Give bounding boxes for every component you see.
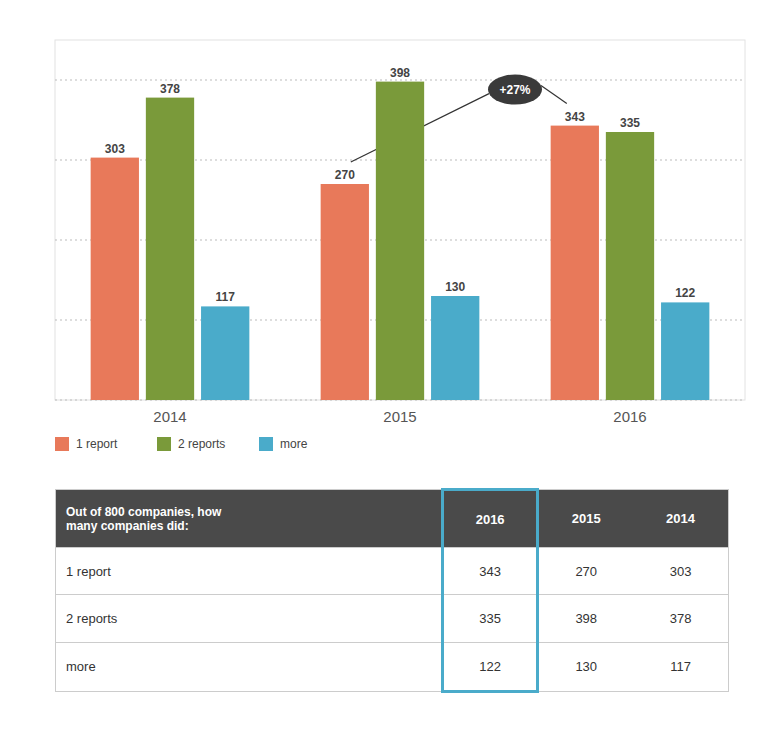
bar (606, 132, 654, 400)
row-label: 2 reports (56, 595, 443, 642)
table-cell: 378 (633, 595, 728, 642)
bar (146, 98, 194, 400)
grid-line (55, 80, 745, 81)
table-row: more122130117 (56, 642, 729, 691)
bars (91, 82, 710, 400)
data-label: 270 (335, 168, 355, 182)
data-label: 117 (216, 290, 236, 304)
data-label: 130 (445, 280, 465, 294)
annotation-bubble (488, 75, 542, 105)
x-tick-label: 2016 (613, 408, 646, 425)
legend-swatch (259, 437, 273, 451)
bar (551, 126, 599, 400)
table-cell: 343 (442, 548, 537, 595)
table-cell: 335 (442, 595, 537, 642)
x-tick-label: 2014 (153, 408, 186, 425)
bar (431, 296, 479, 400)
data-label: 398 (390, 66, 410, 80)
legend-entry: more (280, 437, 308, 451)
bar (201, 306, 249, 400)
annotation: +27% (499, 83, 530, 97)
column-header: 2016 (442, 490, 537, 548)
plot-frame (55, 40, 745, 400)
column-header: 2014 (633, 490, 728, 548)
row-label: 1 report (56, 548, 443, 595)
data-label: 335 (620, 116, 640, 130)
table-cell: 130 (538, 642, 633, 691)
table-head: Out of 800 companies, how many companies… (56, 490, 729, 548)
table-row: 1 report343270303 (56, 548, 729, 595)
table-cell: 303 (633, 548, 728, 595)
row-label: more (56, 642, 443, 691)
header-row: Out of 800 companies, how many companies… (56, 490, 729, 548)
legend: 1 report 2 reports more (55, 437, 308, 451)
bar (91, 158, 139, 400)
column-header: 2015 (538, 490, 633, 548)
data-label: 378 (160, 82, 180, 96)
bar (376, 82, 424, 400)
table-row: 2 reports335398378 (56, 595, 729, 642)
table-cell: 122 (442, 642, 537, 691)
table-title: Out of 800 companies, how many companies… (56, 490, 443, 548)
annotation-line (541, 86, 567, 104)
table: Out of 800 companies, how many companies… (55, 488, 729, 693)
x-tick-label: 2015 (383, 408, 416, 425)
data-label: 303 (105, 142, 125, 156)
data-label: 343 (565, 110, 585, 124)
table-cell: 398 (538, 595, 633, 642)
data-label: 122 (675, 286, 695, 300)
legend-swatch (55, 437, 69, 451)
bar (661, 302, 709, 400)
table-cell: 270 (538, 548, 633, 595)
table-cell: 117 (633, 642, 728, 691)
legend-entry: 2 reports (178, 437, 225, 451)
table-body: 1 report3432703032 reports335398378more1… (56, 548, 729, 692)
bar (321, 184, 369, 400)
legend-swatch (157, 437, 171, 451)
data-labels: 303 270 343 378 398 335 117 130 122 (105, 66, 696, 305)
legend-entry: 1 report (76, 437, 118, 451)
